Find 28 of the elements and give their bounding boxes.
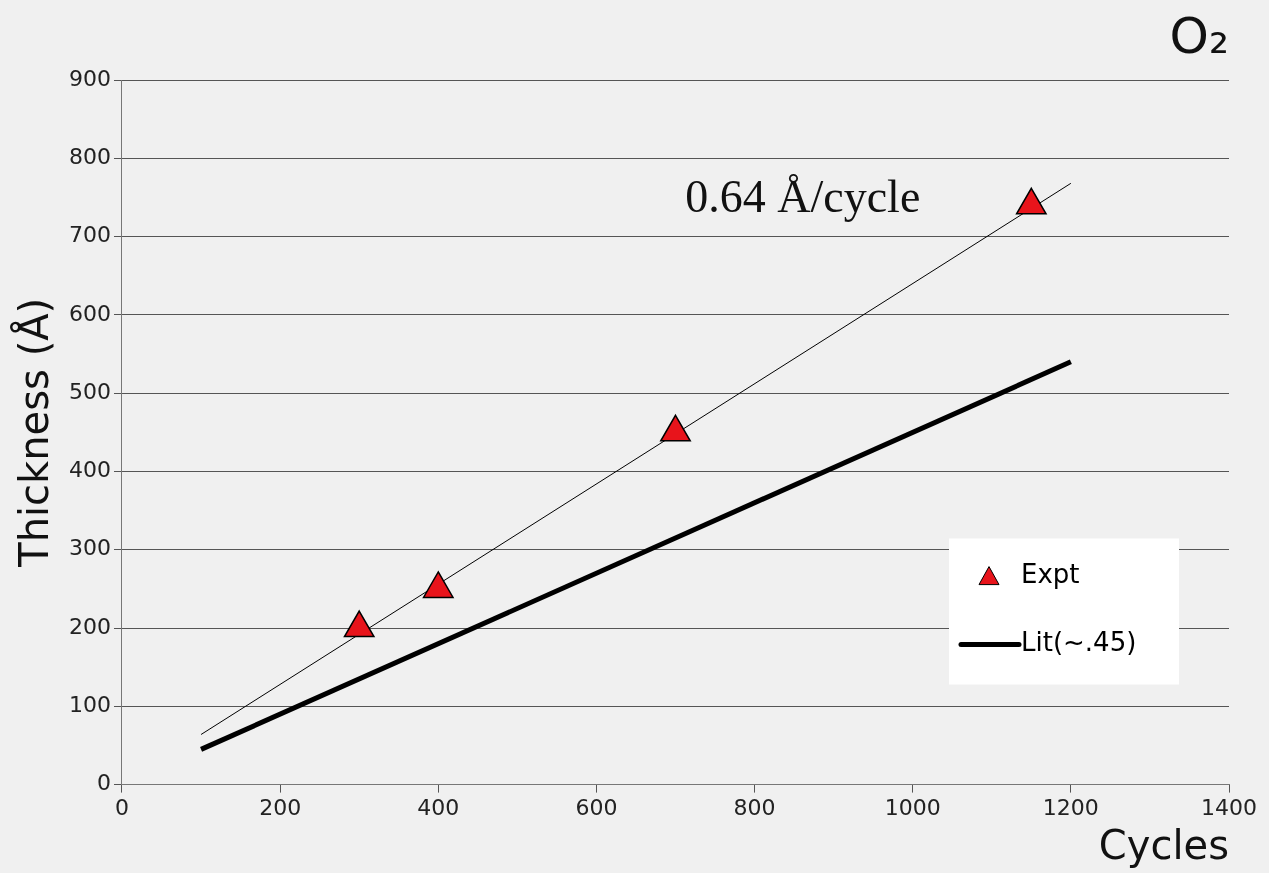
y-tick-label: 500 [68,378,111,404]
point [1015,187,1047,215]
y-tick-label: 400 [68,457,111,483]
x-tick-label: 0 [114,794,129,820]
y-tick-label: 700 [68,222,111,248]
legend-label: Expt [1021,559,1080,590]
y-tick-label: 800 [68,144,111,170]
legend-label: Lit(~.45) [1021,627,1137,658]
x-tick-label: 1000 [884,794,941,820]
x-tick-label: 400 [417,794,460,820]
y-axis-title: Thickness (Å) [10,297,58,568]
x-tick-label: 1400 [1201,794,1257,820]
point [422,571,454,599]
y-tick-label: 300 [68,535,111,561]
x-axis-title: Cycles [1098,822,1229,869]
point [660,414,691,442]
x-tick-label: 200 [259,794,302,820]
x-tick-label: 1200 [1042,794,1099,820]
y-tick-label: 0 [96,770,111,796]
x-tick-label: 800 [733,794,776,820]
point [343,610,375,638]
chart-title: O₂ [1169,6,1229,65]
y-tick-label: 900 [68,65,111,91]
y-tick-label: 600 [68,300,111,326]
annotation: 0.64 Å/cycle [685,170,921,222]
y-tick-label: 200 [68,613,111,639]
y-tick-label: 100 [68,692,111,718]
x-tick-label: 600 [575,794,618,820]
